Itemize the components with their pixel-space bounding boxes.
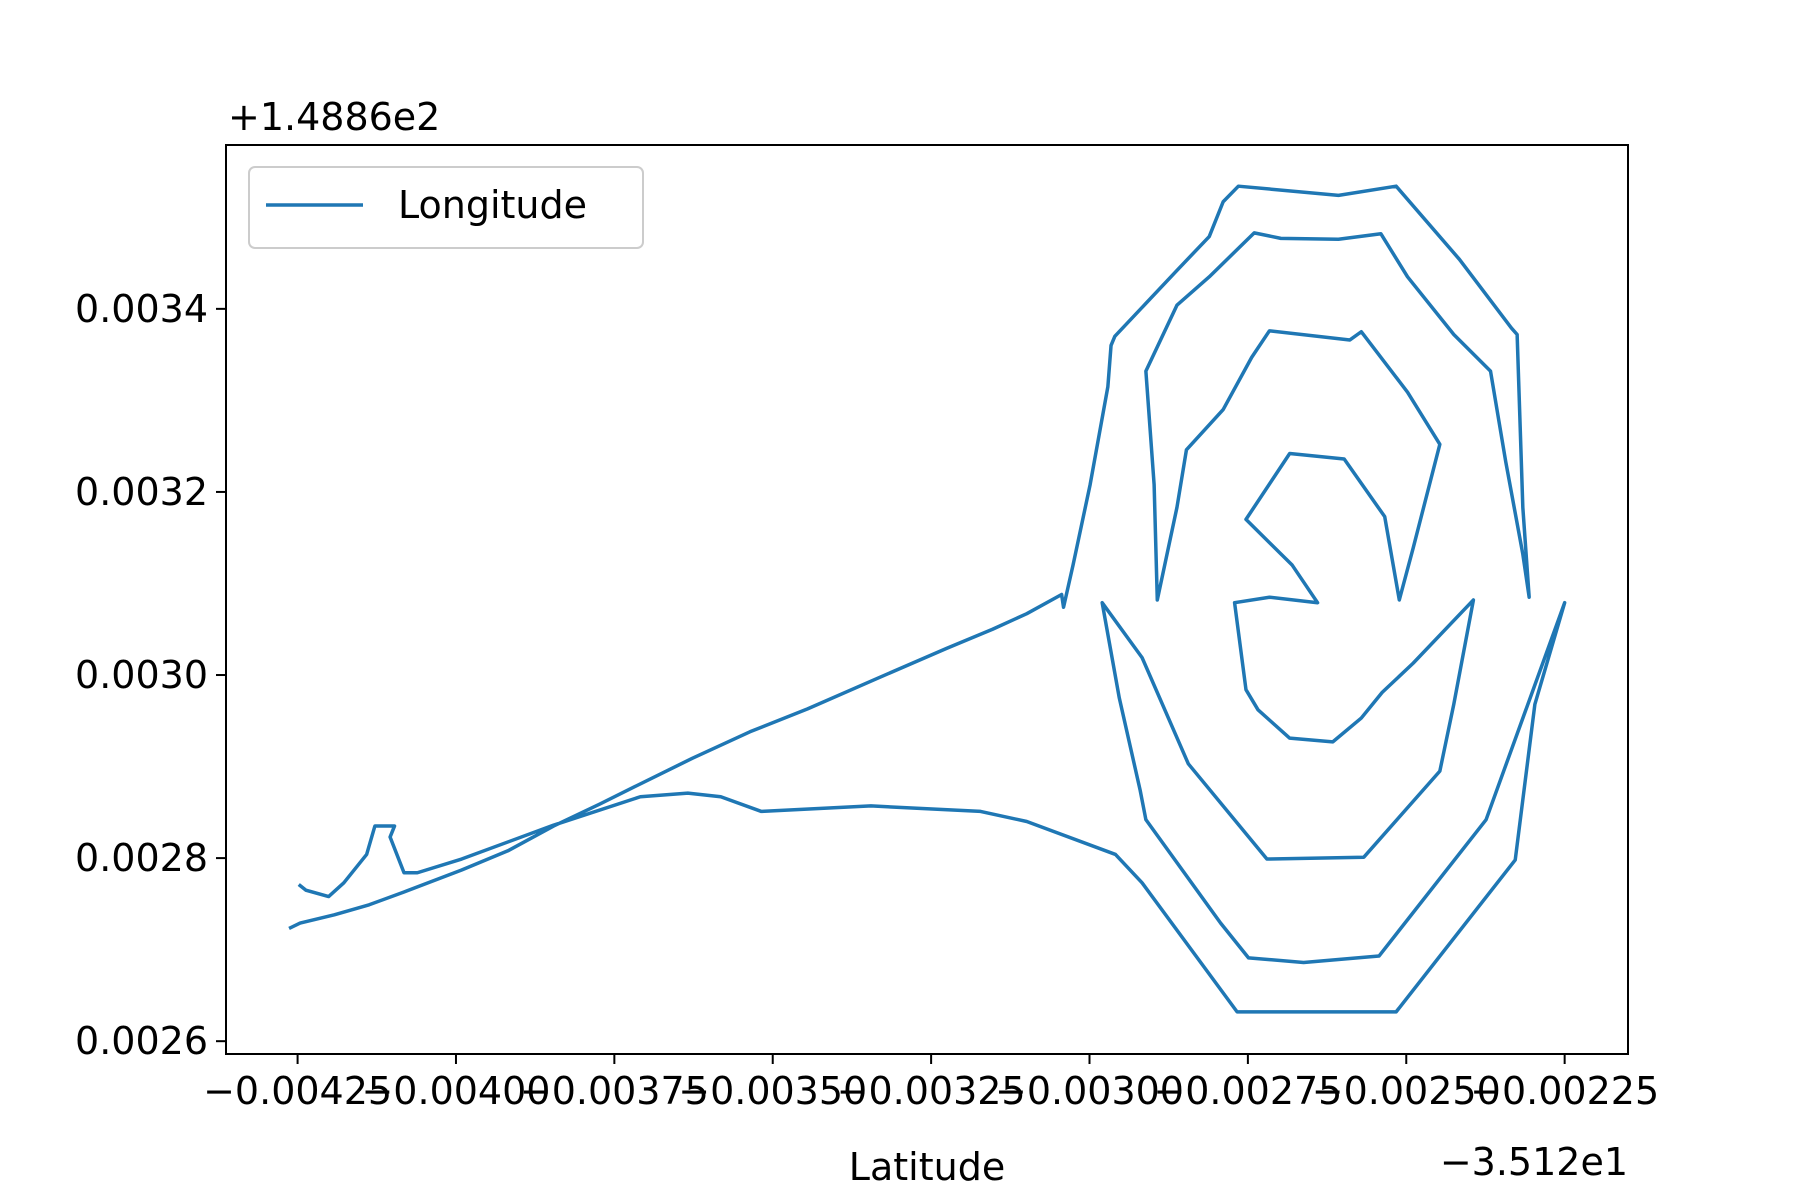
x-tick-label: −0.00250: [1312, 1069, 1501, 1113]
x-offset-label: −3.512e1: [1440, 1140, 1628, 1184]
x-tick-label: −0.00275: [1153, 1069, 1342, 1113]
x-tick-label: −0.00300: [995, 1069, 1184, 1113]
x-tick-label: −0.00400: [361, 1069, 550, 1113]
y-tick-label: 0.0030: [75, 653, 208, 697]
y-tick-label: 0.0034: [75, 287, 208, 331]
data-line: [288, 184, 1567, 1014]
x-axis-label: Latitude: [849, 1145, 1005, 1189]
x-tick-label: −0.00350: [678, 1069, 867, 1113]
y-offset-label: +1.4886e2: [228, 95, 440, 139]
y-tick-label: 0.0026: [75, 1019, 208, 1063]
x-tick-label: −0.00425: [203, 1069, 392, 1113]
legend: Longitude: [248, 166, 644, 249]
legend-label: Longitude: [398, 183, 587, 227]
legend-box: [248, 166, 644, 249]
x-tick-label: −0.00325: [837, 1069, 1026, 1113]
y-tick-label: 0.0028: [75, 836, 208, 880]
x-tick-label: −0.00225: [1470, 1069, 1659, 1113]
y-tick-label: 0.0032: [75, 470, 208, 514]
x-tick-label: −0.00375: [520, 1069, 709, 1113]
plot-frame: [225, 144, 1629, 1055]
